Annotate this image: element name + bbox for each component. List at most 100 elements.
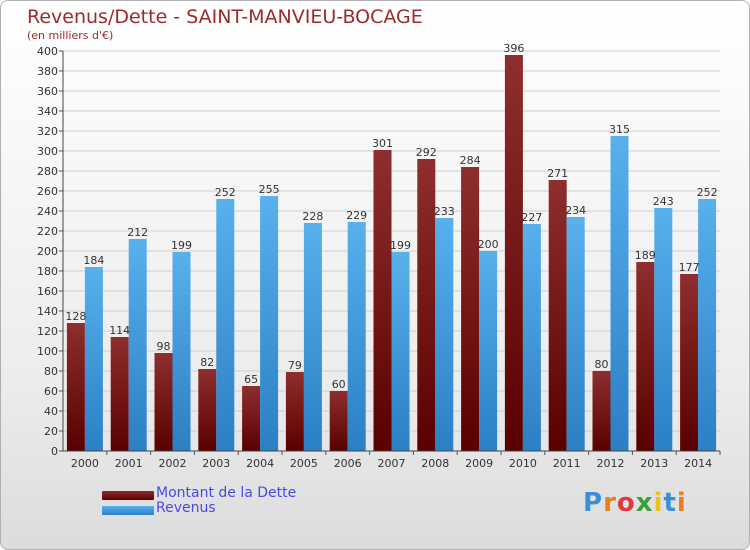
revenue-value-label: 199 bbox=[171, 239, 192, 252]
revenue-value-label: 255 bbox=[259, 183, 280, 196]
y-tick-label: 400 bbox=[37, 45, 58, 58]
legend-label-dette: Montant de la Dette bbox=[156, 485, 297, 501]
revenue-value-label: 212 bbox=[127, 226, 148, 239]
x-tick-label: 2001 bbox=[115, 457, 143, 470]
chart-title: Revenus/Dette - SAINT-MANVIEU-BOCAGE bbox=[27, 6, 423, 28]
logo-letter: i bbox=[653, 488, 664, 518]
debt-bar bbox=[373, 150, 392, 451]
revenue-bar bbox=[610, 136, 629, 451]
revenue-bar bbox=[391, 252, 410, 451]
x-axis-ticks: 2000 2001 2002 2003 2004 2005 2006 2007 2008 2009… bbox=[71, 451, 721, 470]
axes bbox=[62, 51, 720, 452]
logo-letter: i bbox=[676, 488, 687, 518]
revenue-bar bbox=[303, 223, 322, 451]
logo-letter: r bbox=[603, 488, 617, 518]
y-tick-label: 0 bbox=[51, 445, 58, 458]
logo-letter: o bbox=[616, 488, 636, 518]
legend-swatch-revenus bbox=[102, 506, 154, 515]
x-tick-label: 2010 bbox=[509, 457, 537, 470]
revenue-bar bbox=[172, 252, 191, 451]
debt-bar bbox=[66, 323, 85, 451]
y-tick-label: 260 bbox=[37, 185, 58, 198]
revenue-bar bbox=[522, 224, 541, 451]
revenue-value-label: 184 bbox=[83, 254, 104, 267]
y-tick-label: 120 bbox=[37, 325, 58, 338]
x-tick-label: 2007 bbox=[378, 457, 406, 470]
revenue-value-label: 234 bbox=[565, 204, 586, 217]
logo-letter: P bbox=[583, 488, 604, 518]
y-tick-label: 140 bbox=[37, 305, 58, 318]
y-tick-label: 80 bbox=[44, 365, 58, 378]
revenue-value-label: 200 bbox=[478, 238, 499, 251]
debt-value-label: 80 bbox=[595, 358, 609, 371]
debt-bar bbox=[285, 372, 304, 451]
proxiti-logo: Proxiti bbox=[583, 488, 687, 518]
y-tick-label: 220 bbox=[37, 225, 58, 238]
revenue-bar bbox=[84, 267, 103, 451]
revenue-bar bbox=[128, 239, 147, 451]
x-tick-label: 2003 bbox=[202, 457, 230, 470]
y-tick-label: 180 bbox=[37, 265, 58, 278]
debt-bar bbox=[548, 180, 567, 451]
y-tick-label: 380 bbox=[37, 65, 58, 78]
y-tick-label: 60 bbox=[44, 385, 58, 398]
debt-value-label: 292 bbox=[416, 146, 437, 159]
debt-bar bbox=[461, 167, 480, 451]
debt-bar bbox=[242, 386, 261, 451]
revenue-bar bbox=[260, 196, 279, 451]
debt-value-label: 189 bbox=[635, 249, 656, 262]
x-tick-label: 2012 bbox=[597, 457, 625, 470]
y-tick-label: 200 bbox=[37, 245, 58, 258]
revenue-value-label: 315 bbox=[609, 123, 630, 136]
x-tick-label: 2009 bbox=[465, 457, 493, 470]
logo-letter: x bbox=[635, 488, 654, 518]
debt-value-label: 114 bbox=[109, 324, 130, 337]
y-tick-label: 240 bbox=[37, 205, 58, 218]
debt-bar bbox=[636, 262, 655, 451]
revenue-bar bbox=[216, 199, 235, 451]
x-tick-label: 2011 bbox=[553, 457, 581, 470]
y-tick-label: 320 bbox=[37, 125, 58, 138]
debt-value-label: 396 bbox=[503, 42, 524, 55]
debt-bar bbox=[198, 369, 217, 451]
debt-value-label: 128 bbox=[65, 310, 86, 323]
y-tick-label: 340 bbox=[37, 105, 58, 118]
x-tick-label: 2002 bbox=[159, 457, 187, 470]
revenue-value-label: 252 bbox=[215, 186, 236, 199]
revenue-value-label: 227 bbox=[521, 211, 542, 224]
y-tick-label: 300 bbox=[37, 145, 58, 158]
bar-chart: 0 20 40 60 80 100 120 140 160 180 200 220 240 260 280 3… bbox=[37, 42, 721, 470]
debt-bar bbox=[417, 159, 436, 451]
debt-value-label: 284 bbox=[460, 154, 481, 167]
y-tick-label: 280 bbox=[37, 165, 58, 178]
debt-bar bbox=[504, 55, 523, 451]
debt-value-label: 65 bbox=[244, 373, 258, 386]
y-axis-ticks: 0 20 40 60 80 100 120 140 160 180 200 220 240 260 280 3… bbox=[37, 45, 63, 458]
y-tick-label: 100 bbox=[37, 345, 58, 358]
revenue-bar bbox=[698, 199, 717, 451]
debt-bar bbox=[110, 337, 129, 451]
revenue-value-label: 252 bbox=[697, 186, 718, 199]
revenue-value-label: 233 bbox=[434, 205, 455, 218]
debt-bar bbox=[154, 353, 173, 451]
bars bbox=[66, 55, 717, 451]
debt-bar bbox=[329, 391, 348, 451]
x-tick-label: 2014 bbox=[684, 457, 712, 470]
revenue-bar bbox=[347, 222, 366, 451]
x-tick-label: 2008 bbox=[421, 457, 449, 470]
revenue-bar bbox=[479, 251, 498, 451]
debt-value-label: 177 bbox=[679, 261, 700, 274]
revenue-bar bbox=[654, 208, 673, 451]
logo-letter: t bbox=[663, 488, 677, 518]
revenue-value-label: 229 bbox=[346, 209, 367, 222]
y-tick-label: 160 bbox=[37, 285, 58, 298]
revenue-value-label: 228 bbox=[302, 210, 323, 223]
debt-value-label: 60 bbox=[332, 378, 346, 391]
revenue-bar bbox=[566, 217, 585, 451]
y-tick-label: 360 bbox=[37, 85, 58, 98]
revenue-bar bbox=[435, 218, 454, 451]
x-tick-label: 2013 bbox=[640, 457, 668, 470]
y-tick-label: 40 bbox=[44, 405, 58, 418]
y-tick-label: 20 bbox=[44, 425, 58, 438]
